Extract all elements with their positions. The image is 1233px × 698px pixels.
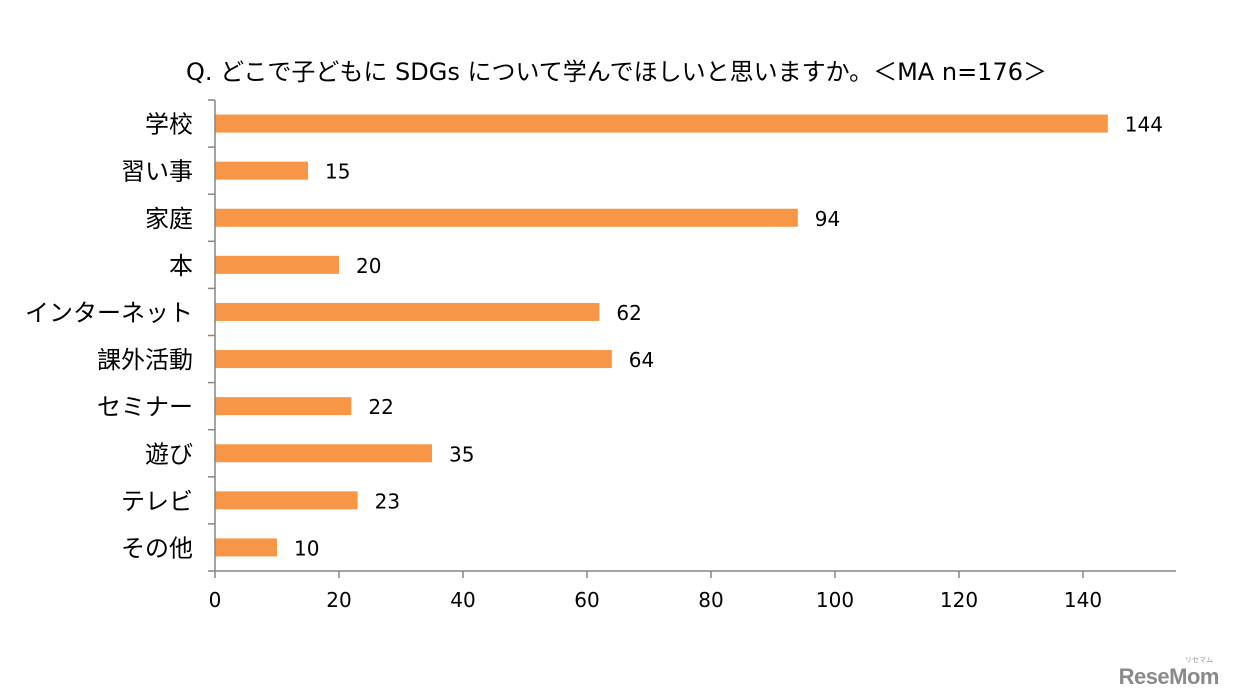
bar <box>215 302 600 321</box>
value-labels-group: 144 15 94 20 62 64 22 35 23 10 <box>294 113 1163 561</box>
value-label: 64 <box>629 348 654 372</box>
value-label: 94 <box>815 207 840 231</box>
x-tick-label: 100 <box>816 588 854 612</box>
bar <box>215 161 308 180</box>
bar <box>215 208 798 227</box>
value-label: 62 <box>616 301 641 325</box>
bar <box>215 114 1108 133</box>
x-tick-label: 140 <box>1064 588 1102 612</box>
category-label: 課外活動 <box>97 346 193 374</box>
value-label: 35 <box>449 442 474 466</box>
category-label: 遊び <box>145 440 193 468</box>
bar <box>215 350 612 369</box>
x-tick-labels-group: 0 20 40 60 80 100 120 140 <box>209 588 1102 612</box>
value-label: 23 <box>375 489 400 513</box>
x-tick-label: 120 <box>940 588 978 612</box>
value-label: 22 <box>368 395 393 419</box>
x-tick-label: 0 <box>209 588 222 612</box>
value-label: 20 <box>356 254 381 278</box>
category-label: テレビ <box>121 487 193 515</box>
x-tick-label: 20 <box>326 588 351 612</box>
axes-group <box>208 99 1176 578</box>
bars-group <box>215 114 1108 557</box>
category-label: 家庭 <box>145 205 193 233</box>
category-label: セミナー <box>97 393 193 421</box>
bar <box>215 444 432 463</box>
category-label: 習い事 <box>121 158 193 186</box>
watermark-logo: ReseMom <box>1118 664 1220 689</box>
value-label: 144 <box>1125 113 1163 137</box>
x-tick-label: 80 <box>698 588 723 612</box>
category-label: 学校 <box>145 111 193 139</box>
bar <box>215 491 358 510</box>
value-label: 15 <box>325 160 350 184</box>
category-label: その他 <box>121 534 193 562</box>
x-tick-label: 40 <box>450 588 475 612</box>
category-label: 本 <box>169 252 193 280</box>
bar <box>215 538 277 557</box>
chart-title: Q. どこで子どもに SDGs について学んでほしいと思いますか。＜MA n=1… <box>186 58 1047 86</box>
x-tick-label: 60 <box>574 588 599 612</box>
watermark-sub: リセマム <box>1185 656 1213 664</box>
bar <box>215 397 352 416</box>
bar <box>215 255 339 274</box>
category-label: インターネット <box>25 299 193 327</box>
value-label: 10 <box>294 536 319 560</box>
